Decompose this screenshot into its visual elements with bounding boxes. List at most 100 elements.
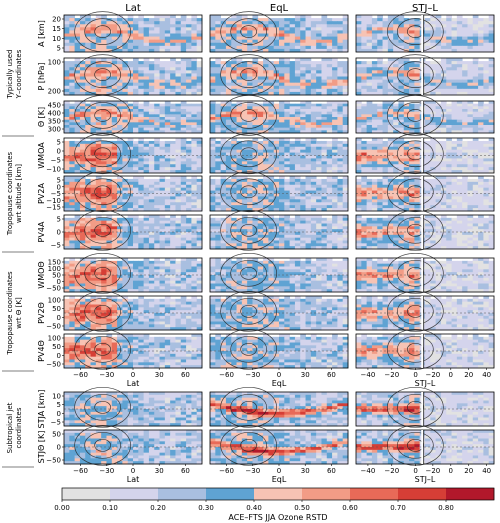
cell: [101, 167, 107, 171]
cell: [196, 85, 203, 90]
cell: [393, 161, 399, 165]
cell: [74, 158, 81, 162]
cell: [263, 27, 269, 31]
cell: [170, 21, 176, 25]
cell: [310, 67, 317, 71]
cell: [446, 190, 452, 194]
cell: [337, 33, 344, 37]
cell: [356, 21, 362, 25]
cell: [366, 91, 373, 96]
cell: [366, 127, 373, 131]
cell: [85, 21, 91, 25]
cell: [106, 30, 113, 34]
cell: [127, 199, 134, 203]
cell: [106, 146, 113, 151]
cell: [90, 45, 97, 50]
cell: [133, 217, 139, 222]
cell: [170, 117, 176, 121]
cell: [305, 73, 312, 77]
cell: [236, 61, 243, 65]
cell: [127, 164, 134, 168]
cell: [462, 111, 468, 115]
cell: [361, 82, 368, 87]
cell: [321, 109, 328, 113]
cell: [133, 85, 139, 90]
cell: [284, 33, 291, 37]
cell: [148, 109, 155, 113]
cell: [446, 149, 452, 153]
cell: [79, 178, 86, 183]
cell: [154, 70, 160, 74]
cell: [117, 130, 123, 134]
cell: [366, 184, 373, 189]
cell: [279, 122, 285, 126]
cell: [90, 240, 97, 244]
cell: [403, 64, 410, 68]
cell: [180, 223, 187, 227]
cell: [279, 45, 285, 50]
cell: [69, 15, 76, 19]
cell: [478, 117, 484, 121]
cell: [231, 127, 237, 131]
cell: [231, 91, 237, 96]
cell: [472, 167, 479, 171]
cell: [398, 106, 405, 110]
cell: [215, 45, 222, 50]
cell: [220, 127, 227, 131]
cell: [310, 181, 317, 186]
cell: [95, 130, 102, 134]
cell: [154, 178, 160, 183]
cell: [220, 167, 227, 171]
cell: [478, 167, 484, 171]
cell: [305, 18, 312, 22]
cell: [478, 39, 484, 44]
cell: [294, 125, 301, 129]
cell: [337, 220, 344, 224]
cell: [180, 73, 187, 77]
cell: [337, 122, 344, 126]
cell: [220, 217, 227, 222]
cell: [90, 36, 97, 41]
cell: [403, 176, 410, 180]
cell: [159, 111, 166, 115]
cell: [326, 109, 333, 113]
cell: [279, 70, 285, 74]
cell: [101, 15, 107, 19]
cell: [247, 21, 253, 25]
cell: [305, 79, 312, 84]
cell: [403, 164, 410, 168]
cell: [241, 48, 248, 53]
cell: [478, 48, 484, 53]
cell: [85, 190, 91, 194]
cell: [289, 217, 296, 222]
cell: [310, 196, 317, 200]
cell: [74, 39, 81, 44]
cell: [409, 117, 415, 121]
cell: [101, 181, 107, 186]
cell: [122, 193, 129, 197]
cell: [382, 152, 389, 156]
cell: [148, 178, 155, 183]
cell: [425, 79, 431, 84]
cell: [247, 106, 253, 110]
cell: [316, 70, 322, 74]
cell: [175, 36, 182, 41]
cell: [289, 88, 296, 93]
cell: [263, 190, 269, 194]
cell: [472, 109, 479, 113]
cell: [170, 164, 176, 168]
cell: [143, 101, 150, 105]
cell: [85, 243, 91, 247]
cell: [210, 220, 216, 224]
cell: [164, 178, 171, 183]
cell: [284, 111, 291, 115]
cell: [252, 167, 259, 171]
cell: [273, 42, 280, 47]
cell: [79, 109, 86, 113]
cell: [321, 178, 328, 183]
cell: [74, 223, 81, 227]
cell: [180, 220, 187, 224]
cell: [64, 24, 70, 28]
cell: [326, 85, 333, 90]
cell: [451, 178, 458, 183]
